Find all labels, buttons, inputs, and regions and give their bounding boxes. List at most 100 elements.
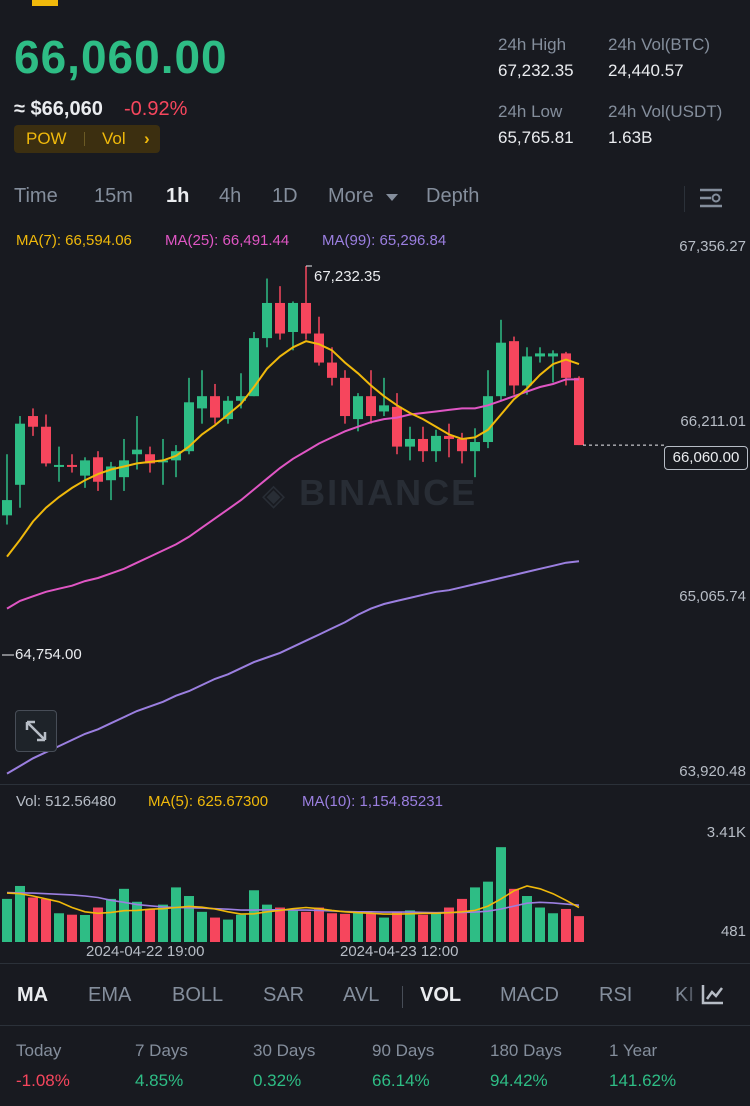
indicator-sar[interactable]: SAR [263, 984, 305, 1006]
vol-ma10-legend: MA(10): 1,154.85231 [302, 793, 443, 810]
candle-body [2, 500, 12, 516]
high-24h-value: 67,232.35 [498, 61, 574, 80]
expand-icon [25, 720, 47, 742]
volume-bar [574, 916, 584, 942]
volume-axis-tick: 3.41K [706, 824, 746, 841]
section-divider [0, 963, 750, 964]
perf-value-1y: 141.62% [609, 1071, 677, 1090]
candle-body [366, 396, 376, 417]
volume-bar [249, 890, 259, 942]
candle-body [93, 457, 103, 482]
candle-body [197, 396, 207, 409]
volume-bar [470, 887, 480, 942]
volume-bar [496, 847, 506, 942]
volume-bar [119, 888, 129, 942]
ma25-line [6, 378, 579, 610]
watermark: ◈ BINANCE [262, 472, 477, 514]
volume-bar [418, 914, 428, 942]
tag-vol[interactable]: Vol [102, 129, 126, 148]
current-price-label: 66,060.00 [664, 446, 748, 470]
volume-bar [379, 917, 389, 942]
tag-group[interactable] [14, 125, 160, 153]
volume-chart[interactable] [0, 820, 750, 945]
section-divider [0, 1025, 750, 1026]
candle-body [379, 405, 389, 412]
tag-pow[interactable]: POW [26, 129, 67, 148]
ma99-legend: MA(99): 65,296.84 [322, 232, 447, 249]
candle-body [262, 302, 272, 339]
volume-bar [2, 898, 12, 942]
perf-label-7d: 7 Days [135, 1041, 188, 1060]
active-indicator-bar [32, 0, 58, 6]
volume-bar [262, 904, 272, 942]
volume-bar [67, 914, 77, 942]
volume-bar [171, 887, 181, 942]
perf-label-1y: 1 Year [609, 1041, 658, 1060]
tab-4h[interactable]: 4h [219, 185, 242, 207]
perf-label-30d: 30 Days [253, 1041, 316, 1060]
candle-body [457, 438, 467, 452]
volume-bar [340, 913, 350, 942]
tab-fade [680, 976, 706, 1016]
perf-value-180d: 94.42% [490, 1071, 548, 1090]
indicator-divider [402, 986, 403, 1008]
tab-depth[interactable]: Depth [426, 185, 480, 207]
candle-body [353, 396, 363, 420]
indicator-rsi[interactable]: RSI [599, 984, 633, 1006]
volume-bar [444, 907, 454, 942]
candle-body [249, 338, 259, 397]
indicator-vol[interactable]: VOL [420, 984, 462, 1006]
indicator-ma[interactable]: MA [17, 984, 49, 1006]
candle-body [236, 396, 246, 401]
tab-time[interactable]: Time [14, 185, 58, 207]
perf-label-90d: 90 Days [372, 1041, 435, 1060]
volume-bar [28, 897, 38, 942]
chart-divider [0, 784, 750, 785]
volume-bar [535, 907, 545, 942]
tab-15m[interactable]: 15m [94, 185, 133, 207]
chart-settings-icon[interactable] [698, 186, 724, 210]
indicator-avl[interactable]: AVL [343, 984, 380, 1006]
indicator-macd[interactable]: MACD [500, 984, 559, 1006]
tab-1h[interactable]: 1h [166, 185, 190, 207]
tab-more[interactable]: More [328, 185, 374, 207]
ma25-legend: MA(25): 66,491.44 [165, 232, 290, 249]
toolbar-divider [684, 186, 685, 212]
price-axis-tick: 63,920.48 [679, 763, 746, 780]
vol-btc-value: 24,440.57 [608, 61, 684, 80]
fullscreen-button[interactable] [15, 710, 57, 752]
candle-body [483, 396, 493, 443]
vol-usdt-label: 24h Vol(USDT) [608, 102, 723, 121]
candle-body [184, 402, 194, 452]
vol-ma5-legend: MA(5): 625.67300 [148, 793, 269, 810]
candle-body [275, 302, 285, 334]
candle-body [132, 449, 142, 455]
volume-bar [15, 885, 25, 942]
volume-bar [236, 914, 246, 942]
caret-down-icon [386, 194, 398, 201]
indicator-settings-icon[interactable] [700, 982, 726, 1006]
candle-body [561, 353, 571, 378]
volume-bar [522, 896, 532, 942]
volume-bar [106, 898, 116, 942]
candle-body [496, 342, 506, 397]
time-axis-tick: 2024-04-23 12:00 [340, 943, 459, 960]
tab-1d[interactable]: 1D [272, 185, 298, 207]
candle-body [288, 302, 298, 332]
volume-bar [548, 913, 558, 942]
candle-body [470, 442, 480, 452]
ma7-legend: MA(7): 66,594.06 [16, 232, 132, 249]
candle-body [15, 423, 25, 485]
vol-btc-label: 24h Vol(BTC) [608, 35, 711, 54]
volume-bar [431, 913, 441, 942]
candle-body [431, 435, 441, 452]
high-24h-label: 24h High [498, 35, 567, 54]
vol-ma5-line [6, 885, 580, 915]
indicator-ema[interactable]: EMA [88, 984, 132, 1006]
indicator-boll[interactable]: BOLL [172, 984, 224, 1006]
perf-value-today: -1.08% [16, 1071, 70, 1090]
volume-bar [80, 914, 90, 942]
candlestick-chart[interactable] [0, 220, 750, 785]
candle-body [522, 356, 532, 386]
low-annotation: 64,754.00 [15, 646, 82, 663]
